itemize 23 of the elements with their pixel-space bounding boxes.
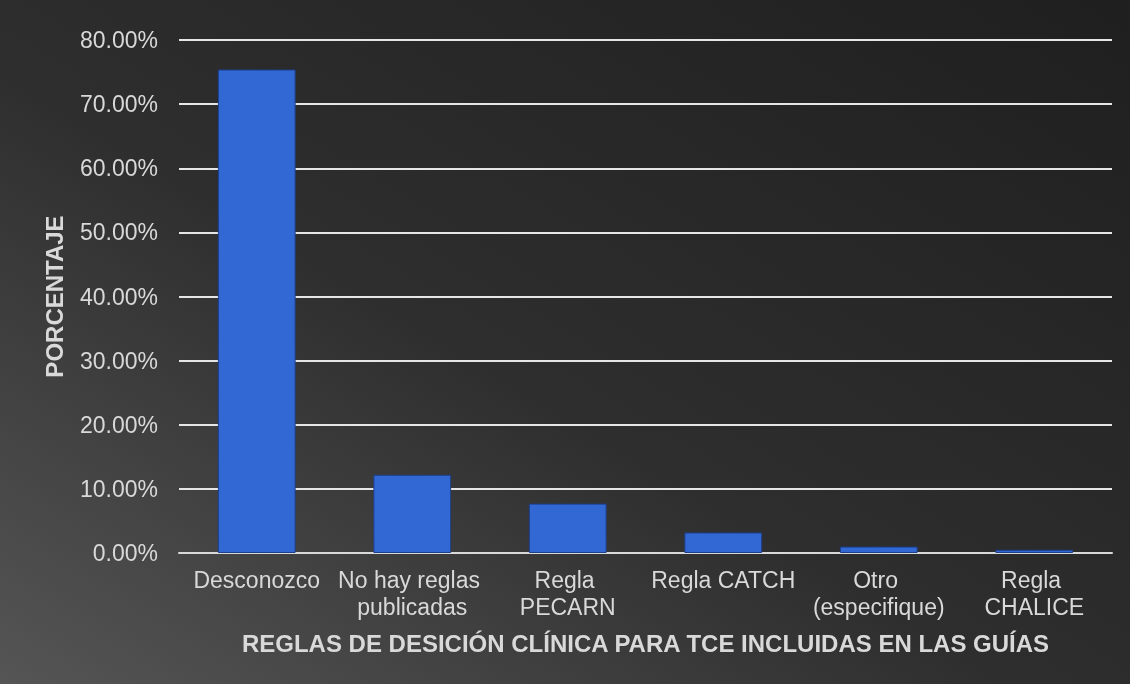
y-tick-label: 20.00% (79, 411, 158, 438)
x-tick-label: No hay reglas publicadas (338, 566, 487, 620)
x-tick-label: Regla CATCH (651, 566, 796, 593)
y-axis-title: PORCENTAJE (40, 215, 68, 378)
y-tick-label: 0.00% (92, 540, 158, 566)
bar (995, 549, 1074, 553)
y-tick-label: 10.00% (79, 475, 158, 502)
bar (684, 532, 763, 553)
y-tick-label: 50.00% (79, 219, 158, 246)
y-tick-label: 40.00% (79, 283, 158, 310)
bar (217, 69, 296, 553)
x-tick-label: Otro (especifique) (812, 566, 945, 620)
y-tick-label: 80.00% (79, 27, 158, 53)
y-tick-label: 60.00% (79, 155, 158, 182)
bar (373, 474, 452, 553)
y-tick-label: 70.00% (79, 91, 158, 118)
bar (839, 546, 918, 553)
y-tick-label: 30.00% (79, 347, 158, 374)
bar (528, 503, 607, 553)
x-tick-label: Regla PECARN (519, 566, 616, 620)
x-axis-title: REGLAS DE DESICIÓN CLÍNICA PARA TCE INCLUIDAS EN LAS GUÍAS (241, 629, 1050, 657)
x-tick-label: Regla CHALICE (984, 566, 1085, 620)
x-tick-label: Desconozco (193, 566, 321, 593)
